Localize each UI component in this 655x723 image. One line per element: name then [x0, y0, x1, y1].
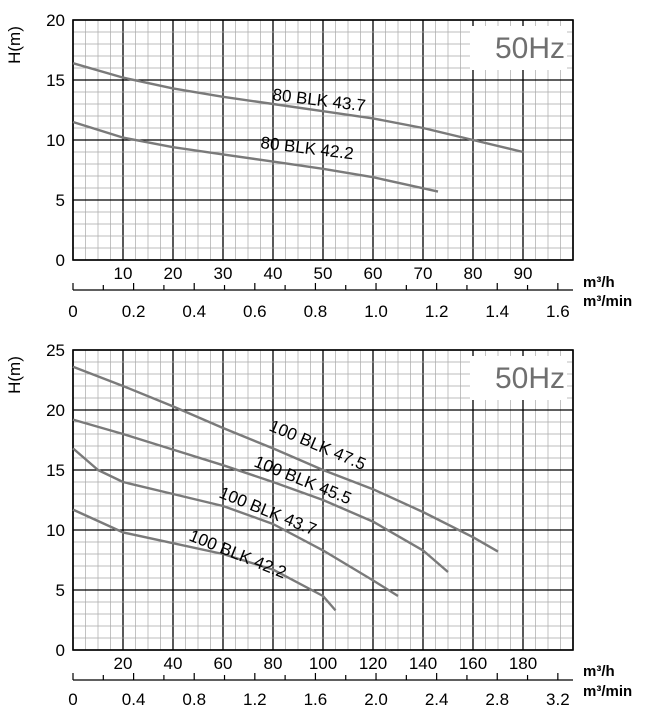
x-tick-label: 180: [509, 654, 537, 673]
y-axis-label: H(m): [5, 356, 24, 394]
x2-tick-label: 0: [68, 690, 77, 709]
y-tick-label: 20: [46, 11, 65, 30]
x2-tick-label: 2.8: [485, 690, 509, 709]
badge-background: [470, 26, 567, 70]
secondary-axis: 0 0.4 0.8 1.2 1.6 2.0 2.4 2.8 3.2: [68, 673, 573, 709]
chart-2: 0 5 10 15 20 25 20 40 60 80 100 120 140 160 180 0 0.4 0.8…: [5, 341, 632, 709]
x-tick-label: 140: [409, 654, 437, 673]
x-tick-label: 70: [414, 264, 433, 283]
x2-tick-label: 1.6: [304, 690, 328, 709]
y-tick-label: 15: [46, 461, 65, 480]
frequency-badge: 50Hz: [495, 32, 565, 65]
x2-tick-label: 0.4: [182, 302, 206, 321]
x2-tick-label: 0.2: [122, 302, 146, 321]
x2-tick-label: 0.4: [122, 690, 146, 709]
y-tick-label: 15: [46, 71, 65, 90]
badge-background: [470, 356, 567, 400]
x2-tick-label: 1.6: [546, 302, 570, 321]
x2-tick-label: 0.8: [182, 690, 206, 709]
x-tick-label: 60: [214, 654, 233, 673]
x-tick-label: 80: [464, 264, 483, 283]
x2-axis-unit: m³/min: [583, 293, 632, 310]
frequency-badge: 50Hz: [495, 362, 565, 395]
x2-tick-label: 2.4: [425, 690, 449, 709]
x2-tick-label: 1.2: [243, 690, 267, 709]
x2-tick-label: 0.6: [243, 302, 267, 321]
curve-100-blk-47-5: [72, 365, 499, 553]
curve-label: 80 BLK 42.2: [260, 133, 355, 163]
x2-tick-label: 1.2: [425, 302, 449, 321]
x2-tick-label: 1.0: [364, 302, 388, 321]
plot-frame: [72, 349, 574, 651]
x2-tick-label: 2.0: [364, 690, 388, 709]
x-tick-label: 60: [364, 264, 383, 283]
x2-tick-label: 0: [68, 302, 77, 321]
grid: [72, 19, 574, 261]
x-tick-label: 80: [264, 654, 283, 673]
y-tick-label: 25: [46, 341, 65, 360]
curve-100-blk-45-5: [72, 418, 449, 573]
x-tick-label: 20: [114, 654, 133, 673]
curve-80-blk-42-2: [72, 120, 439, 193]
y-tick-label: 10: [46, 131, 65, 150]
x-tick-label: 40: [164, 654, 183, 673]
x2-tick-label: 0.8: [304, 302, 328, 321]
y-tick-label: 5: [56, 581, 65, 600]
x-tick-label: 100: [309, 654, 337, 673]
x2-tick-label: 3.2: [546, 690, 570, 709]
grid: [72, 349, 574, 651]
x-tick-label: 120: [359, 654, 387, 673]
x-tick-label: 40: [264, 264, 283, 283]
y-tick-label: 20: [46, 401, 65, 420]
chart-1: 0 5 10 15 20 10 20 30 40 50 60 70 80 90 0 0.2 0.4 0.6 0.8 1…: [5, 11, 632, 321]
secondary-axis: 0 0.2 0.4 0.6 0.8 1.0 1.2 1.4 1.6: [68, 283, 573, 321]
y-axis-label: H(m): [5, 26, 24, 64]
x-tick-label: 10: [114, 264, 133, 283]
x-axis-unit: m³/h: [583, 274, 615, 291]
x-tick-label: 90: [514, 264, 533, 283]
curve-100-blk-42-2: [72, 508, 337, 612]
x-tick-label: 30: [214, 264, 233, 283]
y-tick-label: 0: [56, 641, 65, 660]
curve-100-blk-43-7: [72, 447, 399, 598]
curve-80-blk-43-7: [72, 62, 524, 154]
x2-axis-unit: m³/min: [583, 683, 632, 700]
x-axis-unit: m³/h: [583, 663, 615, 680]
y-tick-label: 0: [56, 251, 65, 270]
y-tick-label: 5: [56, 191, 65, 210]
curve-label: 100 BLK 43.7: [217, 483, 320, 539]
plot-frame: [72, 19, 574, 261]
x-tick-label: 160: [459, 654, 487, 673]
y-tick-label: 10: [46, 521, 65, 540]
x-tick-label: 50: [314, 264, 333, 283]
x-tick-label: 20: [164, 264, 183, 283]
x2-tick-label: 1.4: [485, 302, 509, 321]
